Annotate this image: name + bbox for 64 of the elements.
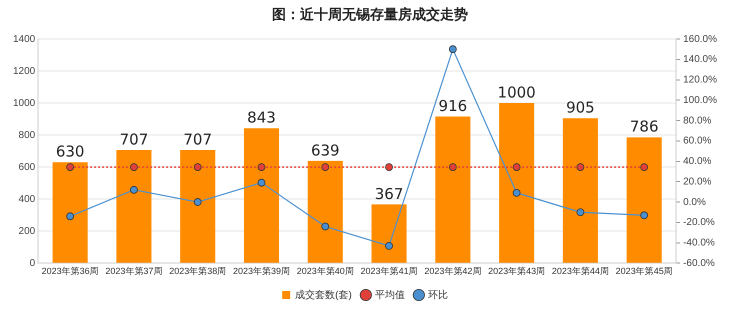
point: [194, 198, 202, 206]
y2-tick-label: 140.0%: [683, 54, 718, 66]
y-tick-label: 800: [18, 130, 36, 141]
data-label: 367: [374, 184, 404, 203]
y2-tick-label: -60.0%: [683, 258, 715, 269]
bar: [116, 150, 152, 263]
chart-title: 图：近十周无锡存量房成交走势: [271, 6, 469, 25]
x-tick-label: 2023年第40周: [296, 266, 354, 276]
y-tick-label: 1400: [12, 34, 36, 45]
y-tick-label: 1200: [12, 66, 36, 77]
legend-label: 成交套数(套): [295, 288, 352, 301]
bar: [435, 116, 470, 263]
point: [321, 222, 330, 230]
bar: [180, 150, 216, 263]
y2-tick-label: 80.0%: [683, 115, 712, 126]
y2-tick-label: 20.0%: [683, 176, 712, 188]
data-label: 639: [310, 141, 340, 160]
y-tick-label: 200: [18, 226, 36, 237]
x-tick-label: 2023年第42周: [424, 266, 482, 276]
point: [448, 45, 457, 54]
y2-tick-label: 40.0%: [683, 156, 712, 168]
data-label: 707: [183, 130, 212, 148]
y-tick-label: 0: [30, 258, 36, 269]
x-tick-label: 2023年第43周: [488, 266, 546, 276]
y2-tick-label: 60.0%: [683, 136, 712, 147]
point: [576, 208, 584, 216]
y2-tick-label: -20.0%: [683, 217, 715, 228]
point: [130, 186, 138, 194]
data-label: 630: [56, 142, 84, 161]
x-tick-label: 2023年第37周: [105, 266, 162, 276]
y-tick-label: 1000: [12, 98, 36, 109]
y2-tick-label: -40.0%: [683, 238, 715, 249]
y-tick-label: 600: [18, 162, 36, 173]
y2-tick-label: 120.0%: [683, 74, 718, 86]
point: [258, 178, 266, 187]
legend-label: 环比: [428, 288, 448, 301]
x-tick-label: 2023年第44周: [552, 266, 609, 276]
data-label: 1000: [498, 83, 536, 102]
x-tick-label: 2023年第41周: [360, 266, 418, 276]
x-tick-label: 2023年第45周: [616, 266, 673, 276]
bar: [562, 118, 598, 263]
x-tick-label: 2023年第36周: [42, 266, 99, 276]
y2-tick-label: 100.0%: [683, 94, 718, 106]
bar: [372, 204, 407, 263]
x-tick-label: 2023年第38周: [169, 266, 226, 276]
bar: [499, 103, 534, 263]
legend-label: 平均值: [374, 288, 405, 301]
y2-tick-label: 160.0%: [683, 34, 718, 45]
point: [640, 211, 648, 220]
point: [512, 188, 521, 197]
point: [385, 242, 393, 250]
bar: [308, 160, 343, 263]
data-label: 843: [247, 108, 276, 127]
bar: [626, 137, 662, 263]
x-tick-label: 2023年第39周: [232, 266, 290, 276]
bar: [244, 128, 280, 263]
point: [66, 212, 74, 220]
data-label: 786: [630, 118, 659, 136]
bar: [52, 162, 88, 263]
data-label: 707: [120, 130, 148, 148]
y2-tick-label: 0.0%: [683, 196, 706, 208]
data-label: 916: [438, 96, 468, 115]
y-tick-label: 400: [18, 194, 36, 205]
data-label: 905: [566, 98, 595, 117]
